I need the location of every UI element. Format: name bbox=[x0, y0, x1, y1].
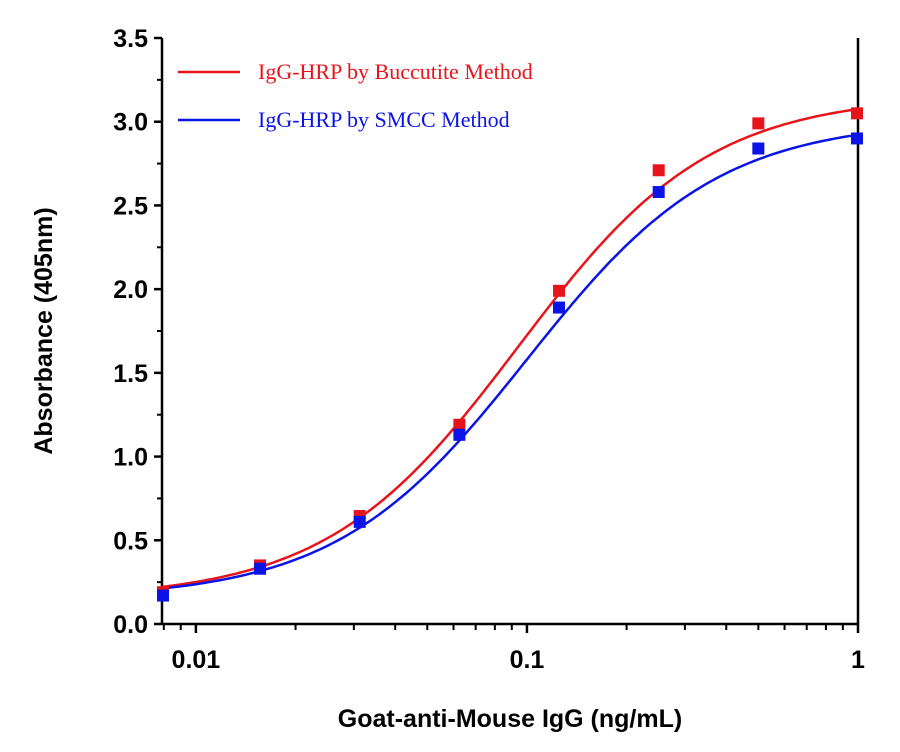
data-point-series-0 bbox=[553, 284, 566, 297]
fit-curve-series-0 bbox=[161, 107, 859, 589]
x-tick-label: 1 bbox=[851, 646, 865, 674]
y-axis-title: Absorbance (405nm) bbox=[30, 207, 58, 454]
data-point-series-0 bbox=[752, 117, 765, 130]
y-tick-label: 3.5 bbox=[113, 25, 148, 53]
data-point-series-0 bbox=[453, 418, 466, 431]
data-point-series-0 bbox=[652, 164, 665, 177]
y-tick-label: 2.5 bbox=[113, 192, 148, 220]
x-tick-label: 0.1 bbox=[510, 646, 545, 674]
data-point-series-1 bbox=[752, 142, 765, 155]
data-point-series-0 bbox=[851, 107, 863, 120]
data-point-series-1 bbox=[851, 132, 863, 145]
data-point-series-1 bbox=[553, 301, 566, 314]
legend: IgG-HRP by Buccutite Method IgG-HRP by S… bbox=[178, 59, 533, 132]
x-tick-label: 0.01 bbox=[172, 646, 221, 674]
data-point-series-1 bbox=[652, 186, 665, 199]
data-point-series-1 bbox=[453, 428, 466, 441]
y-tick-label: 1.0 bbox=[113, 444, 148, 472]
y-tick-label: 3.0 bbox=[113, 109, 148, 137]
data-point-series-1 bbox=[157, 589, 169, 602]
legend-label-buccutite: IgG-HRP by Buccutite Method bbox=[258, 59, 533, 84]
y-tick-label: 1.5 bbox=[113, 360, 148, 388]
y-tick-label: 2.0 bbox=[113, 276, 148, 304]
legend-label-smcc: IgG-HRP by SMCC Method bbox=[258, 107, 510, 132]
data-point-series-1 bbox=[254, 562, 267, 575]
data-point-series-1 bbox=[353, 515, 366, 528]
fit-curve-series-1 bbox=[161, 133, 859, 590]
y-tick-label: 0.5 bbox=[113, 527, 148, 555]
y-tick-label: 0.0 bbox=[113, 611, 148, 639]
x-axis-title: Goat-anti-Mouse IgG (ng/mL) bbox=[338, 705, 682, 733]
